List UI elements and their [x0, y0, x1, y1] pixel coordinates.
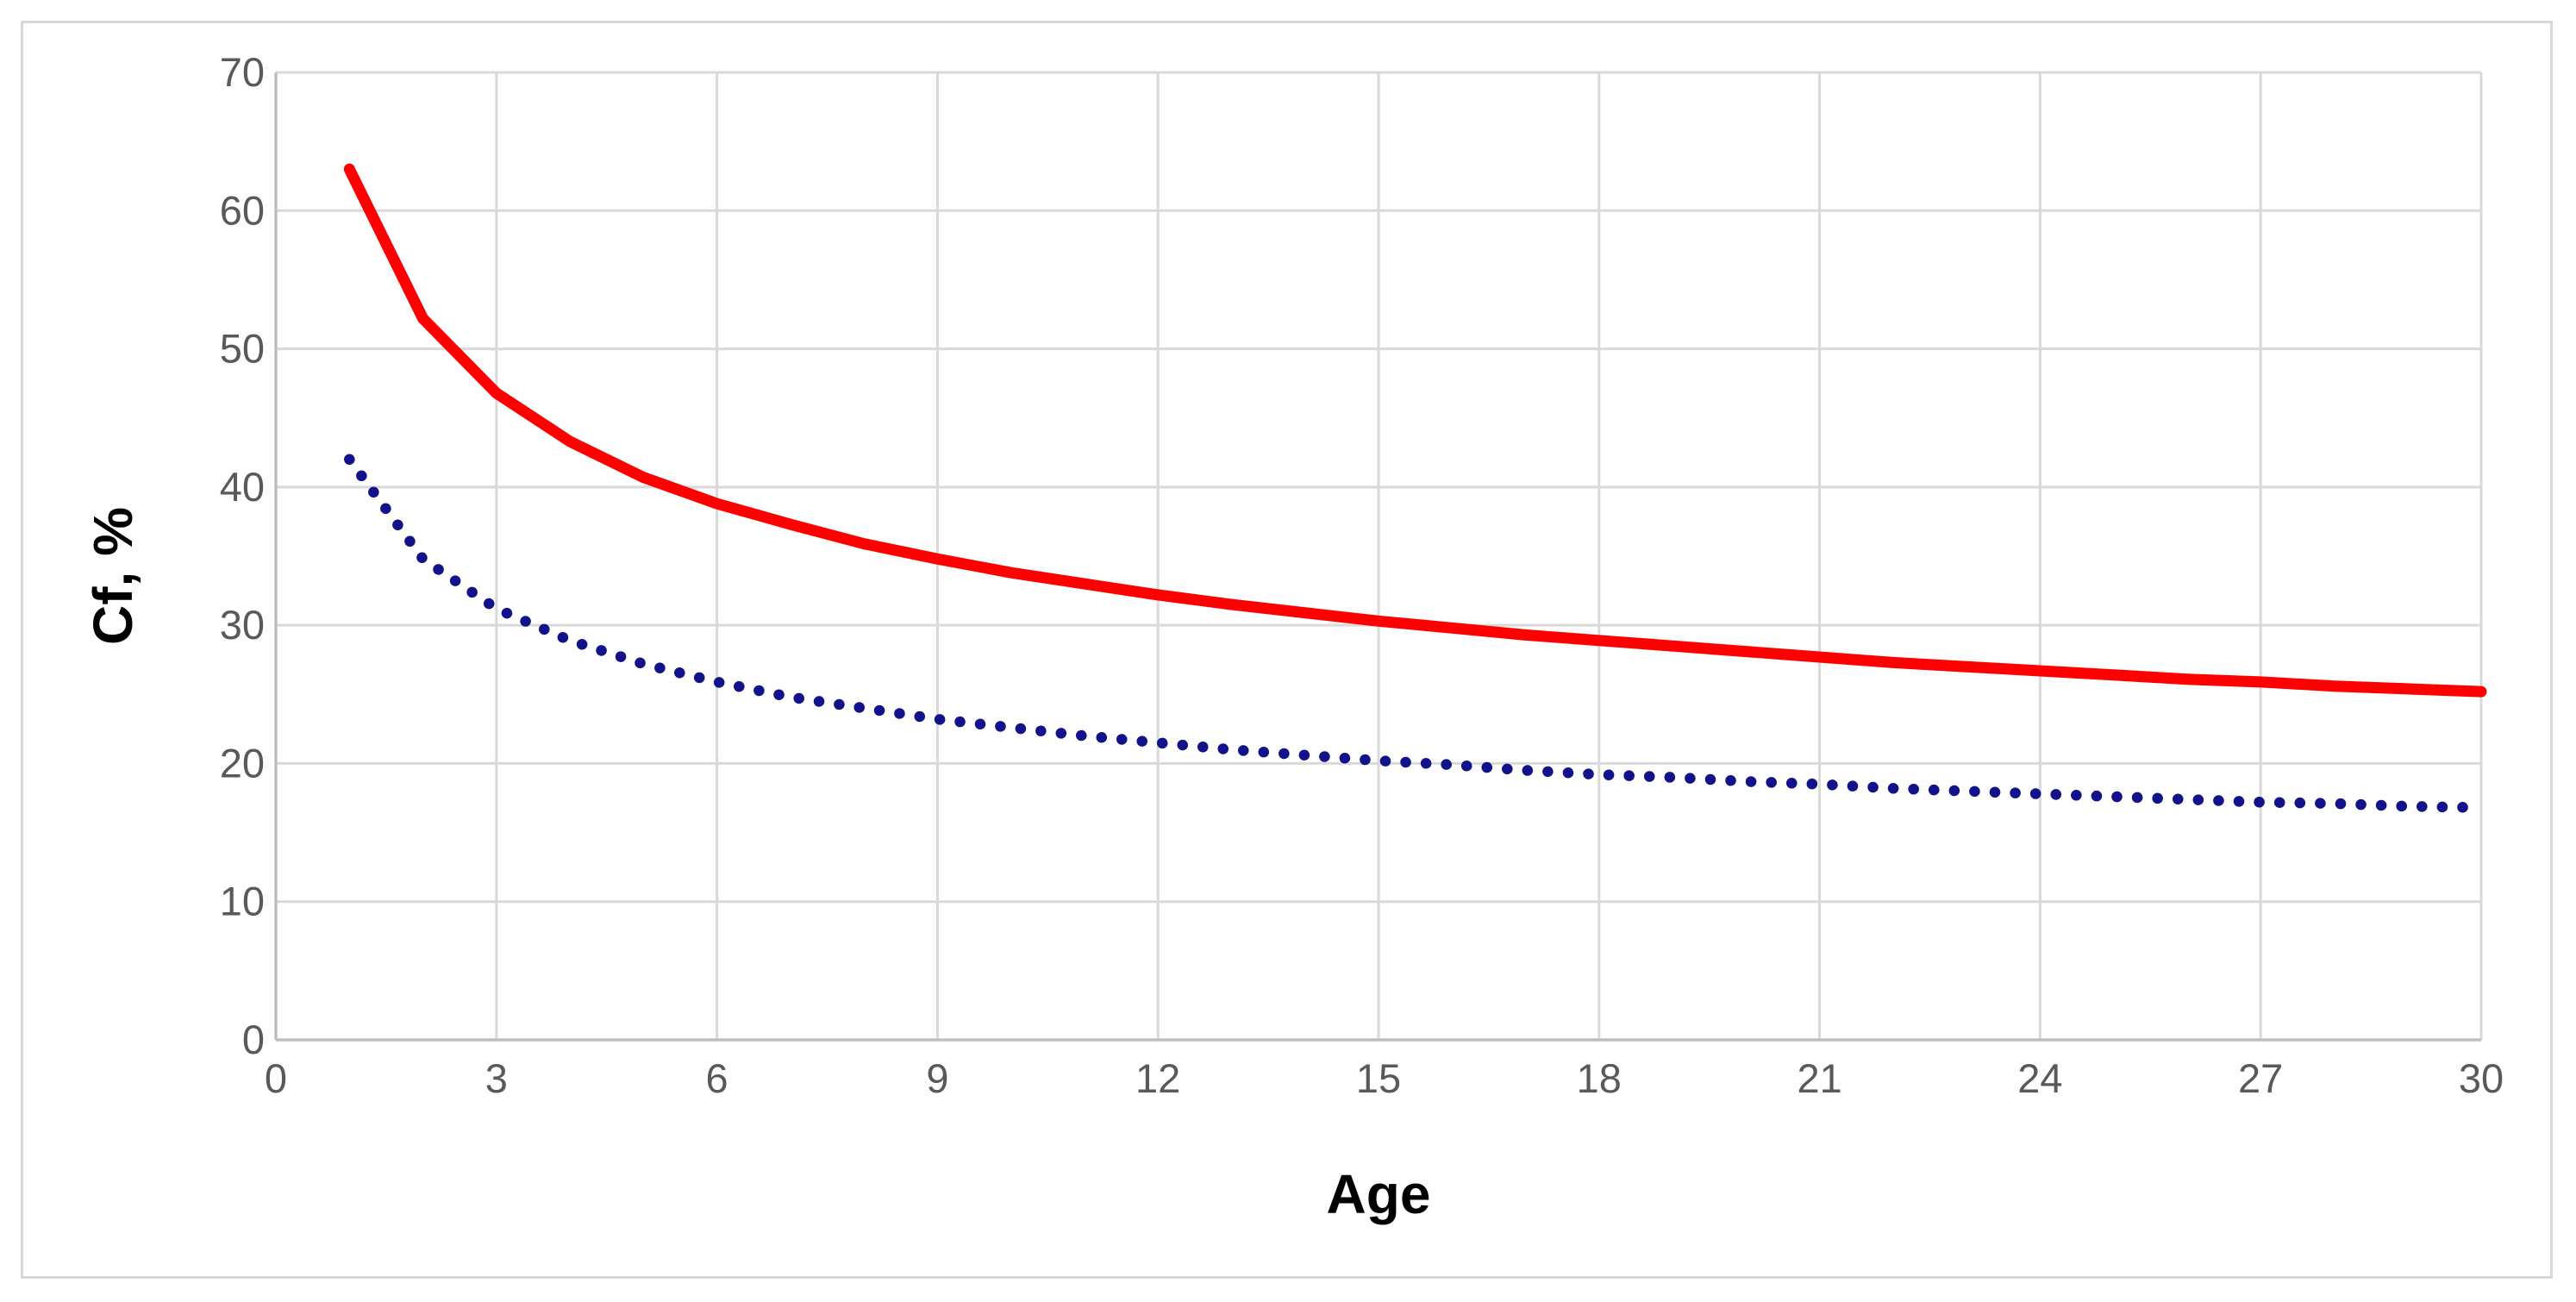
x-tick-label: 12	[1135, 1055, 1180, 1101]
x-tick-label: 21	[1797, 1055, 1841, 1101]
x-tick-label: 24	[2017, 1055, 2062, 1101]
y-tick-label: 70	[220, 49, 265, 95]
y-tick-label: 30	[220, 602, 265, 648]
x-tick-label: 30	[2459, 1055, 2504, 1101]
x-axis-title: Age	[1326, 1163, 1431, 1225]
x-tick-label: 0	[265, 1055, 287, 1101]
y-axis-title: Cf, %	[82, 507, 144, 645]
x-tick-label: 15	[1356, 1055, 1401, 1101]
figure-border	[21, 21, 2553, 1279]
y-tick-label: 20	[220, 740, 265, 786]
x-tick-label: 18	[1577, 1055, 1622, 1101]
y-tick-label: 0	[242, 1017, 265, 1062]
y-tick-label: 40	[220, 464, 265, 510]
y-tick-label: 10	[220, 879, 265, 924]
y-tick-label: 50	[220, 326, 265, 372]
series-lower-curve-blue-dotted	[344, 454, 2487, 813]
series-upper-curve-red-solid	[343, 163, 2487, 698]
x-tick-label: 3	[485, 1055, 508, 1101]
x-tick-label: 9	[926, 1055, 948, 1101]
x-tick-label: 27	[2238, 1055, 2283, 1101]
y-tick-label: 60	[220, 187, 265, 233]
x-tick-label: 6	[706, 1055, 728, 1101]
